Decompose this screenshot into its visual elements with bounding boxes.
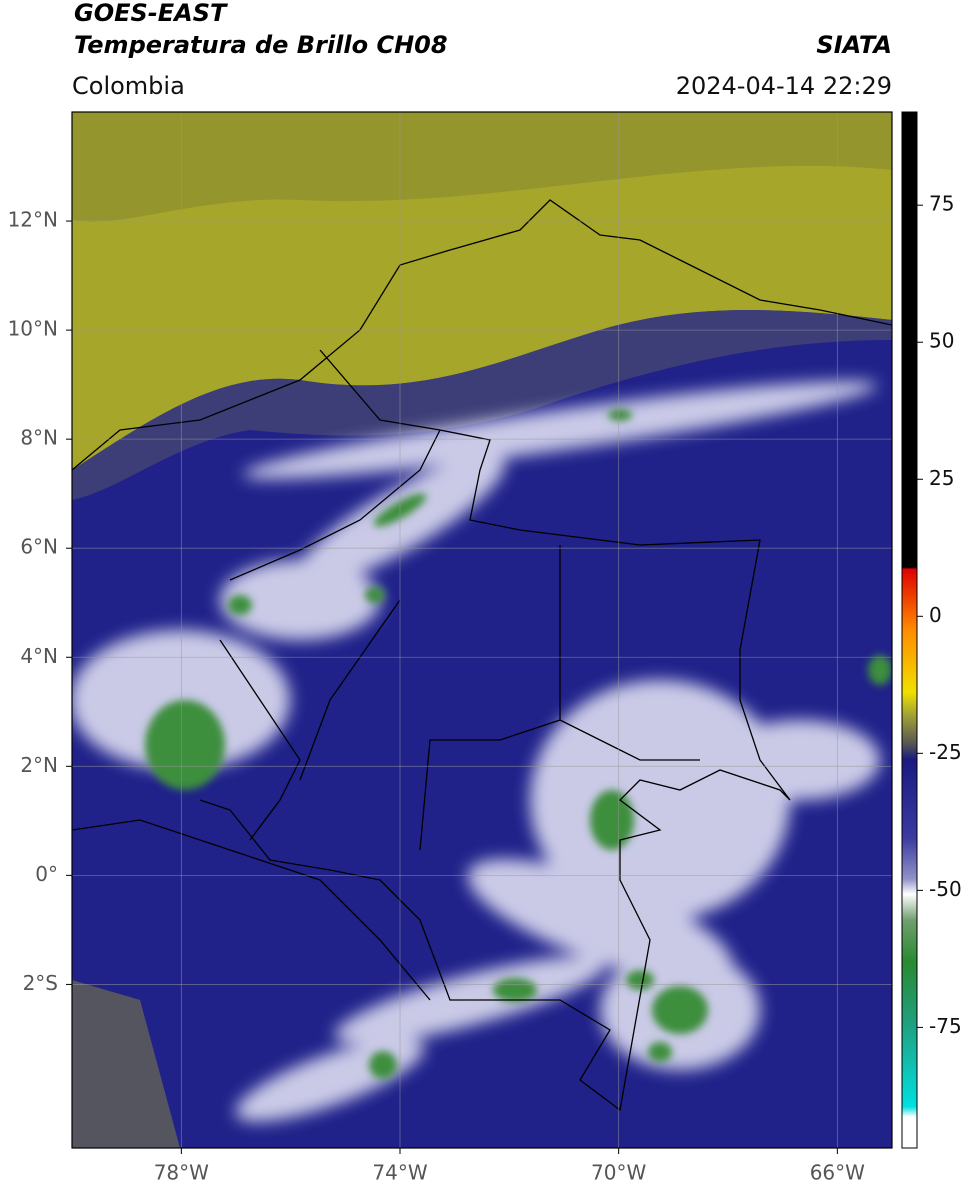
lat-tick-label: 10°N [8, 317, 58, 341]
colorbar-tick-label: 75 [929, 192, 954, 216]
source: SIATA [816, 31, 892, 59]
subtitle: Temperatura de Brillo CH08 [74, 31, 448, 59]
ticks: 78°W 74°W 70°W 66°W 12°N 10°N 8°N 6°N 4°N 2°N 0° 2°… [8, 192, 962, 1185]
satellite-image [72, 112, 892, 1148]
colorbar [901, 111, 918, 1149]
colorbar-tick-label: 25 [929, 466, 954, 490]
region: Colombia [72, 72, 185, 100]
lat-tick-label: 6°N [20, 535, 58, 559]
lat-tick-label: 2°N [20, 753, 58, 777]
lon-tick-label: 74°W [372, 1161, 427, 1185]
lon-tick-label: 78°W [154, 1161, 209, 1185]
lat-tick-label: 8°N [20, 426, 58, 450]
colorbar-tick-label: -25 [929, 740, 962, 764]
lat-tick-label: 0° [35, 862, 58, 886]
map-frame [71, 111, 893, 1149]
title: GOES-EAST [74, 0, 228, 27]
colorbar-tick-label: 0 [929, 603, 942, 627]
lon-tick-label: 70°W [591, 1161, 646, 1185]
colorbar-tick-label: -75 [929, 1014, 962, 1038]
lat-tick-label: 4°N [20, 644, 58, 668]
graticule [72, 112, 892, 1148]
colorbar-tick-label: -50 [929, 877, 962, 901]
lat-tick-label: 12°N [8, 208, 58, 232]
lon-tick-label: 66°W [810, 1161, 865, 1185]
datetime: 2024-04-14 22:29 [676, 72, 892, 100]
colorbar-tick-label: 50 [929, 329, 954, 353]
lat-tick-label: 2°S [23, 971, 58, 995]
